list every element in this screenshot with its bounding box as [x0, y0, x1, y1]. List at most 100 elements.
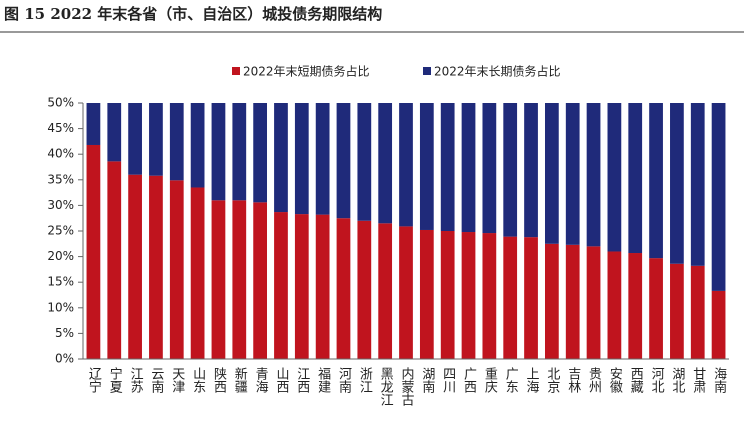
bar-segment [232, 200, 247, 359]
bar-segment [211, 103, 226, 201]
x-tick-label: 山东 [190, 367, 206, 393]
y-tick-label: 45% [47, 121, 74, 135]
bar-segment [419, 103, 434, 230]
bar-segment [190, 103, 205, 188]
bar-segment [378, 223, 393, 359]
bar-segment [690, 103, 705, 266]
bar-segment [670, 103, 684, 264]
bar-segment [128, 174, 142, 359]
x-tick-label: 贵州 [586, 367, 602, 393]
y-tick-label: 25% [47, 224, 74, 238]
legend-swatch [423, 67, 431, 75]
bar-segment [211, 200, 226, 359]
bar-segment [149, 175, 163, 359]
x-tick-label: 四川 [440, 367, 456, 393]
bar-segment [544, 103, 559, 244]
x-tick-label: 海南 [711, 367, 727, 393]
bar-segment [461, 103, 476, 233]
bar-segment [378, 103, 393, 224]
bar-segment [628, 253, 643, 359]
bar-segment [357, 220, 372, 359]
bar-segment [503, 236, 518, 359]
y-tick-label: 0% [55, 352, 74, 366]
bar-segment [399, 103, 413, 227]
bar-segment [274, 212, 288, 359]
bar-segment [107, 161, 122, 359]
bar-segment [315, 103, 330, 215]
x-tick-label: 山西 [273, 367, 289, 393]
bar-segment [399, 226, 413, 359]
x-tick-label: 北京 [544, 367, 560, 393]
bar-segment [294, 214, 309, 359]
y-tick-label: 35% [47, 172, 74, 186]
bar-segment [565, 103, 580, 245]
x-tick-label: 河南 [336, 367, 352, 393]
x-tick-label: 云南 [148, 367, 164, 393]
bar-segment [149, 103, 163, 176]
legend-swatch [232, 67, 240, 75]
x-tick-label: 青海 [253, 367, 269, 393]
x-tick-label: 甘肃 [690, 367, 706, 393]
bars [86, 103, 726, 359]
bar-segment [524, 103, 538, 238]
chart-title: 图 15 2022 年末各省（市、自治区）城投债务期限结构 [4, 5, 382, 23]
y-tick-label: 15% [47, 275, 74, 289]
bar-segment [232, 103, 247, 201]
bar-segment [607, 103, 622, 252]
x-tick-label: 湖北 [669, 367, 685, 394]
bar-segment [482, 103, 497, 234]
bar-segment [86, 103, 101, 145]
bar-segment [711, 290, 726, 359]
bar-segment [336, 218, 351, 359]
bar-segment [628, 103, 643, 254]
x-tick-label: 河北 [649, 367, 665, 394]
bar-segment [565, 244, 580, 359]
bar-segment [711, 103, 726, 291]
x-tick-label: 福建 [315, 367, 331, 394]
y-tick-label: 10% [47, 300, 74, 314]
bar-segment [503, 103, 518, 237]
bar-segment [190, 187, 205, 359]
x-tick-label: 西藏 [628, 367, 644, 393]
y-tick-label: 30% [47, 198, 74, 212]
bar-segment [315, 214, 330, 359]
bar-segment [440, 231, 455, 359]
bar-segment [482, 233, 497, 359]
bar-segment [169, 103, 184, 181]
bar-segment [586, 246, 601, 359]
x-tick-label: 新疆 [232, 366, 248, 393]
x-tick-label: 浙江 [357, 367, 373, 393]
bar-segment [274, 103, 288, 213]
bar-segment [419, 229, 434, 359]
x-tick-label: 内蒙古 [399, 366, 415, 406]
x-tick-label: 湖南 [419, 367, 435, 393]
bar-segment [440, 103, 455, 231]
bar-segment [253, 103, 268, 203]
bar-segment [607, 251, 622, 359]
bar-segment [294, 103, 309, 215]
x-tick-label: 重庆 [482, 366, 498, 393]
x-tick-label: 陕西 [211, 367, 227, 393]
x-tick-label: 辽宁 [86, 367, 102, 393]
x-tick-label: 宁夏 [107, 366, 123, 393]
y-tick-label: 5% [55, 326, 74, 340]
y-tick-label: 40% [47, 147, 74, 161]
bar-segment [169, 180, 184, 359]
x-tick-label: 广东 [503, 367, 519, 393]
bar-segment [253, 202, 268, 359]
bar-segment [649, 103, 663, 259]
bar-segment [86, 144, 101, 359]
bar-segment [586, 103, 601, 247]
bar-segment [524, 237, 538, 359]
x-tick-label: 江苏 [128, 367, 144, 393]
x-tick-label: 广西 [461, 367, 477, 393]
x-tick-label: 天津 [169, 367, 185, 393]
x-tick-label: 黑龙江 [378, 367, 394, 406]
x-tick-label: 江西 [294, 367, 310, 393]
bar-segment [670, 263, 684, 359]
x-tick-label: 上海 [524, 367, 540, 393]
x-tick-label: 安徽 [607, 367, 623, 393]
bar-segment [357, 103, 372, 221]
bar-segment [128, 103, 142, 175]
bar-segment [107, 103, 122, 162]
